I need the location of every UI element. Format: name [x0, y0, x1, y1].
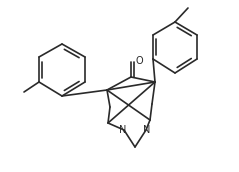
Text: N: N — [119, 125, 127, 135]
Text: O: O — [136, 56, 144, 66]
Text: N: N — [143, 125, 151, 135]
